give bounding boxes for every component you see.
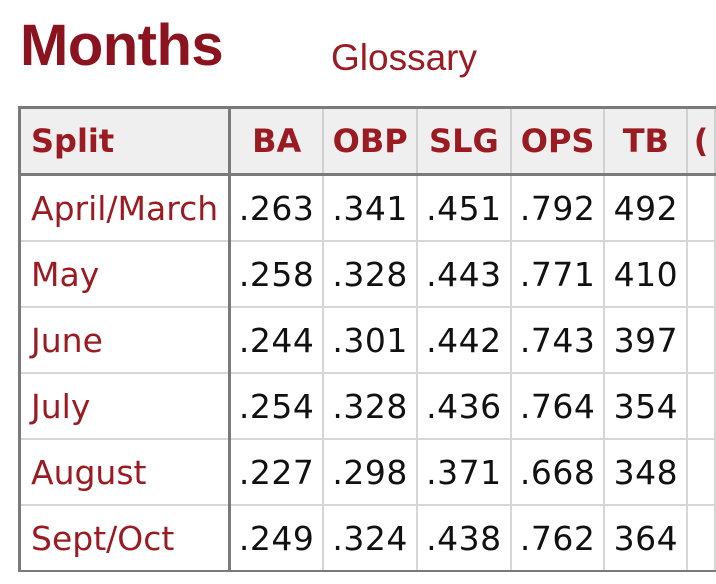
- table-row: May .258 .328 .443 .771 410: [19, 241, 716, 308]
- split-cell: April/March: [19, 174, 231, 242]
- column-header-tb[interactable]: TB: [604, 107, 689, 176]
- ops-cell: .771: [510, 241, 606, 308]
- slg-cell: .371: [417, 439, 512, 506]
- table-header-row: Split BA OBP SLG OPS TB (: [19, 107, 716, 176]
- split-cell: May: [19, 241, 231, 308]
- table-row: April/March .263 .341 .451 .792 492: [19, 174, 716, 242]
- column-header-ops[interactable]: OPS: [510, 107, 606, 176]
- column-header-slg[interactable]: SLG: [417, 107, 512, 176]
- ba-cell: .244: [229, 307, 325, 374]
- tb-cell: 397: [604, 307, 689, 374]
- table-row: Sept/Oct .249 .324 .438 .762 364: [19, 505, 716, 572]
- slg-cell: .438: [417, 505, 512, 572]
- slg-cell: .451: [417, 174, 512, 242]
- column-header-obp[interactable]: OBP: [323, 107, 419, 176]
- slg-cell: .436: [417, 373, 512, 440]
- ops-cell: .668: [510, 439, 606, 506]
- split-cell: June: [19, 307, 231, 374]
- overflow-cell: [687, 307, 716, 374]
- obp-cell: .324: [323, 505, 419, 572]
- ops-cell: .743: [510, 307, 606, 374]
- split-cell: Sept/Oct: [19, 505, 231, 572]
- column-header-next[interactable]: (: [687, 107, 716, 176]
- overflow-cell: [687, 174, 716, 242]
- slg-cell: .443: [417, 241, 512, 308]
- ops-cell: .762: [510, 505, 606, 572]
- table-row: June .244 .301 .442 .743 397: [19, 307, 716, 374]
- obp-cell: .301: [323, 307, 419, 374]
- obp-cell: .341: [323, 174, 419, 242]
- split-cell: August: [19, 439, 231, 506]
- stats-table-container[interactable]: Split BA OBP SLG OPS TB ( April/March .2…: [18, 106, 716, 572]
- tb-cell: 354: [604, 373, 689, 440]
- overflow-cell: [687, 439, 716, 506]
- column-header-split[interactable]: Split: [19, 107, 231, 176]
- column-header-ba[interactable]: BA: [229, 107, 325, 176]
- glossary-link[interactable]: Glossary: [331, 37, 477, 78]
- stats-table: Split BA OBP SLG OPS TB ( April/March .2…: [18, 106, 716, 572]
- tb-cell: 410: [604, 241, 689, 308]
- obp-cell: .298: [323, 439, 419, 506]
- table-row: August .227 .298 .371 .668 348: [19, 439, 716, 506]
- ba-cell: .263: [229, 174, 325, 242]
- ba-cell: .249: [229, 505, 325, 572]
- split-cell: July: [19, 373, 231, 440]
- obp-cell: .328: [323, 373, 419, 440]
- obp-cell: .328: [323, 241, 419, 308]
- overflow-cell: [687, 505, 716, 572]
- ops-cell: .792: [510, 174, 606, 242]
- table-row: July .254 .328 .436 .764 354: [19, 373, 716, 440]
- overflow-cell: [687, 241, 716, 308]
- ba-cell: .227: [229, 439, 325, 506]
- ops-cell: .764: [510, 373, 606, 440]
- title-row: Months Glossary: [20, 6, 716, 96]
- page-title: Months: [20, 13, 224, 78]
- ba-cell: .258: [229, 241, 325, 308]
- tb-cell: 348: [604, 439, 689, 506]
- tb-cell: 492: [604, 174, 689, 242]
- tb-cell: 364: [604, 505, 689, 572]
- ba-cell: .254: [229, 373, 325, 440]
- overflow-cell: [687, 373, 716, 440]
- slg-cell: .442: [417, 307, 512, 374]
